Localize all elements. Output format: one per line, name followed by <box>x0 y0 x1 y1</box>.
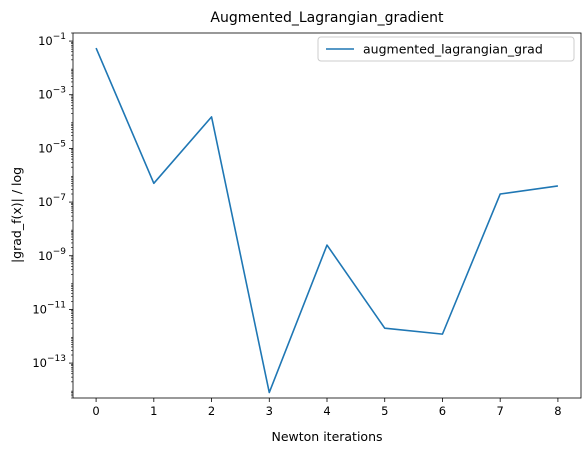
x-tick-label: 5 <box>381 404 388 418</box>
y-tick-label: 10−7 <box>38 193 66 209</box>
y-tick-label: 10−5 <box>38 139 66 155</box>
plot-area: 10−1 10−3 10−5 10−7 10−9 10−11 10−13 0 1 2 3 4 5 6 7 8 <box>32 32 582 418</box>
chart-title: Augmented_Lagrangian_gradient <box>210 10 444 26</box>
y-tick-label: 10−3 <box>38 86 66 102</box>
y-axis-label: |grad_f(x)| / log <box>9 167 24 263</box>
y-tick-label: 10−1 <box>38 32 66 48</box>
y-tick-label: 10−11 <box>32 300 66 316</box>
x-tick-label: 2 <box>208 404 215 418</box>
y-tick-label: 10−9 <box>38 247 66 263</box>
x-axis-label: Newton iterations <box>271 429 382 444</box>
x-tick-label: 6 <box>439 404 446 418</box>
x-tick-label: 3 <box>266 404 273 418</box>
y-tick-label: 10−13 <box>32 354 66 370</box>
x-tick-label: 7 <box>497 404 504 418</box>
legend: augmented_lagrangian_grad <box>317 36 575 62</box>
x-tick-label: 8 <box>554 404 561 418</box>
legend-box <box>317 36 575 62</box>
x-tick-label: 0 <box>92 404 99 418</box>
axes-frame <box>72 32 582 399</box>
x-tick-label: 1 <box>150 404 157 418</box>
legend-label: augmented_lagrangian_grad <box>363 42 543 57</box>
x-tick-label: 4 <box>323 404 330 418</box>
